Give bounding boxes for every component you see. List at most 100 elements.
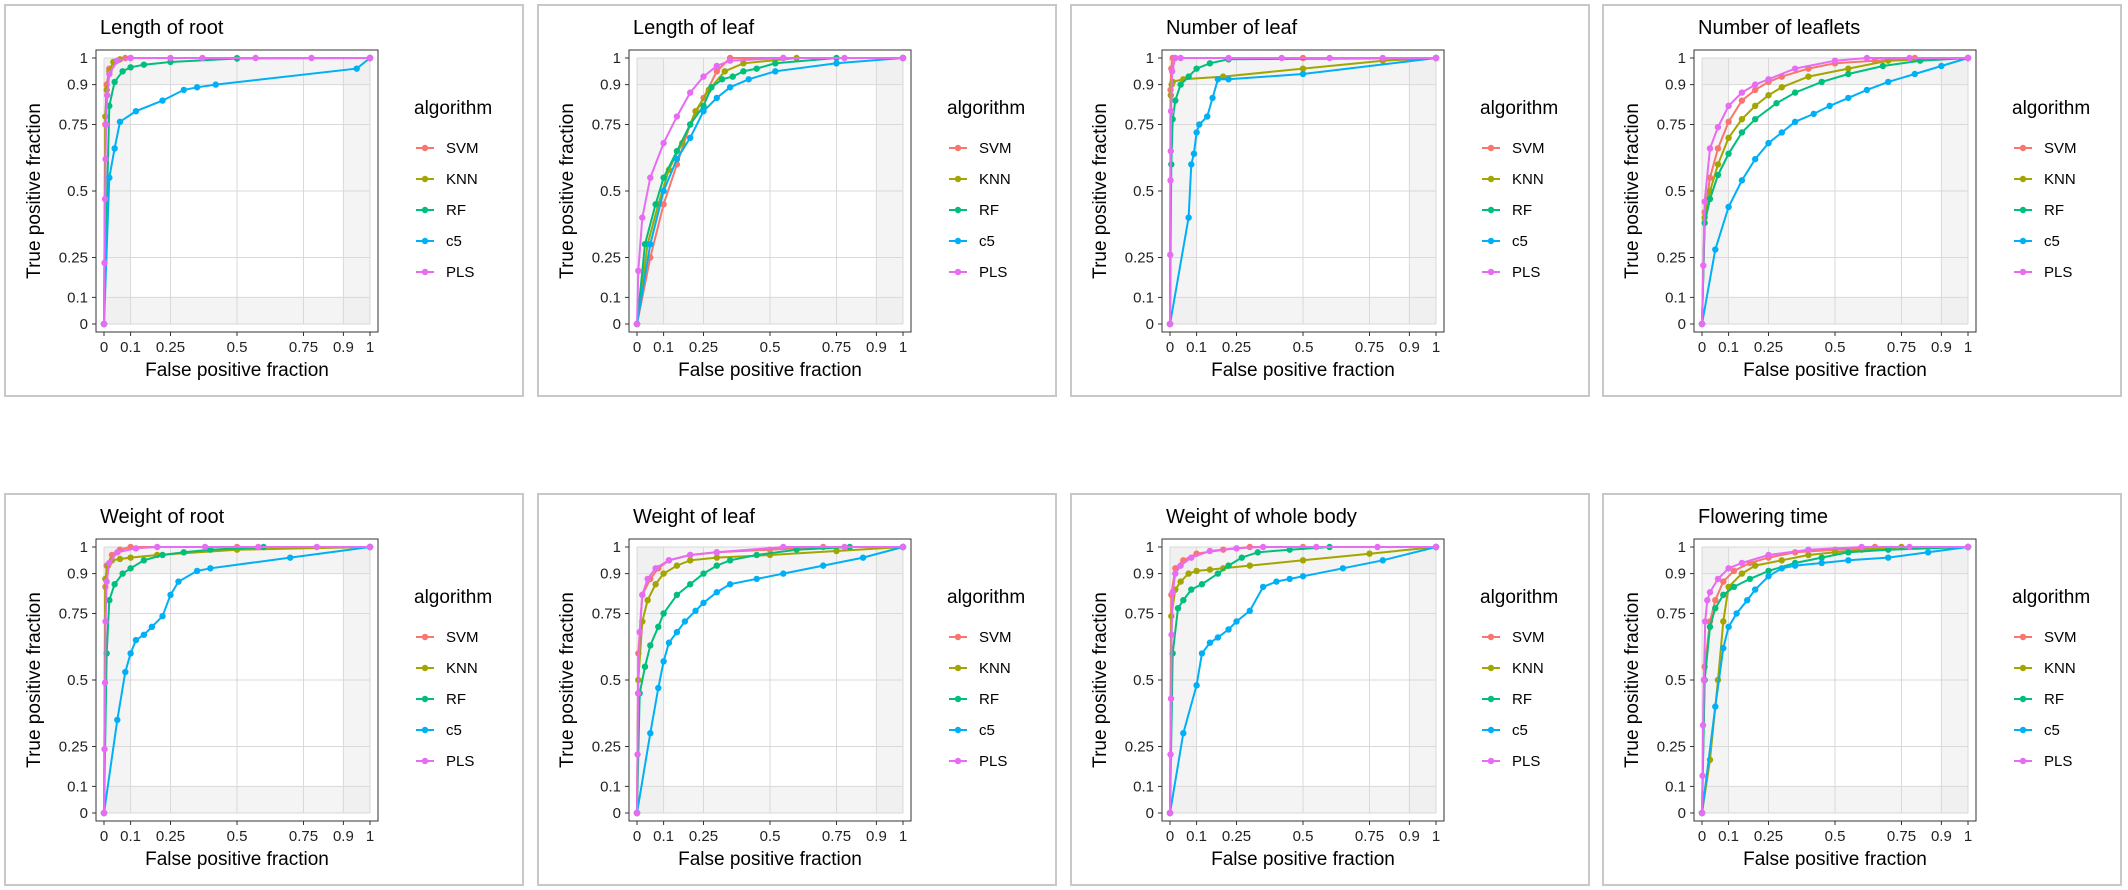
series-point-c5 <box>1214 634 1222 641</box>
series-line-pls <box>103 57 370 325</box>
legend-label-knn: KNN <box>446 660 478 677</box>
series-point-pls <box>1706 589 1714 596</box>
series-point-pls <box>1167 108 1175 115</box>
series-point-pls <box>899 54 907 62</box>
series-point-c5 <box>1273 578 1280 585</box>
series-point-knn <box>1752 102 1759 110</box>
series-point-knn <box>687 557 694 564</box>
x-tick-label: 0 <box>1698 828 1706 845</box>
series-point-c5 <box>1725 623 1732 630</box>
legend-key-point <box>421 664 429 672</box>
y-tick-label: 0.9 <box>1133 566 1154 583</box>
series-point-pls <box>199 54 206 62</box>
series-point-c5 <box>193 567 201 575</box>
legend-label-rf: RF <box>979 202 999 219</box>
y-tick-label: 0.75 <box>1657 117 1686 134</box>
series-point-c5 <box>1845 94 1852 102</box>
x-tick-label: 0.25 <box>1754 339 1783 356</box>
series-point-c5 <box>106 174 113 181</box>
series-point-c5 <box>1810 110 1817 118</box>
series-point-pls <box>103 92 111 99</box>
series-point-c5 <box>1299 573 1307 580</box>
x-tick-label: 0.5 <box>1293 828 1314 845</box>
series-point-c5 <box>1752 586 1759 593</box>
series-point-c5 <box>111 145 118 152</box>
y-axis-title: True positive fraction <box>24 103 45 279</box>
series-point-pls <box>1906 543 1913 551</box>
x-tick-label: 0 <box>633 828 641 845</box>
series-point-pls <box>127 54 134 62</box>
y-tick-label: 0.1 <box>67 289 88 306</box>
y-tick-label: 0.5 <box>1133 672 1154 689</box>
y-tick-label: 0.25 <box>592 739 621 756</box>
roc-chart-svg: Weight of root 0 0.1 0.25 0.5 0.75 0.9 1 0 0.1 0.2… <box>24 506 492 870</box>
series-point-c5 <box>1204 113 1211 120</box>
series-point-pls <box>313 543 320 551</box>
y-tick-label: 0.9 <box>600 566 621 583</box>
y-tick-label: 0 <box>1678 805 1686 822</box>
series-point-rf <box>1254 549 1261 556</box>
series-point-c5 <box>1938 62 1945 70</box>
roc-chart-svg: Flowering time 0 0.1 0.25 0.5 0.75 0.9 1 0 0.1 0.2… <box>1622 506 2090 870</box>
legend-key-point <box>1487 633 1495 641</box>
y-tick-label: 0.9 <box>1665 77 1686 94</box>
series-point-pls <box>780 543 787 551</box>
series-point-knn <box>1220 73 1227 80</box>
series-line-pls <box>1701 57 1968 325</box>
legend-key-point <box>954 237 962 245</box>
series-point-pls <box>1168 68 1176 75</box>
series-point-pls <box>1206 547 1214 555</box>
series-point-pls <box>1964 54 1972 62</box>
series-point-pls <box>1699 772 1706 779</box>
series-point-pls <box>1172 54 1179 62</box>
series-point-c5 <box>1778 565 1785 572</box>
x-tick-label: 0 <box>100 828 108 845</box>
y-tick-label: 0.75 <box>59 606 88 623</box>
legend-key-point <box>1487 695 1495 703</box>
legend-key-point <box>954 695 962 703</box>
x-tick-label: 0.5 <box>227 828 248 845</box>
series-point-rf <box>740 68 747 75</box>
legend-label-knn: KNN <box>2044 660 2076 677</box>
series-point-knn <box>1366 550 1373 557</box>
series-point-rf <box>106 597 113 604</box>
legend-key-point <box>2019 175 2027 183</box>
series-point-c5 <box>175 578 182 585</box>
y-tick-label: 0.5 <box>1665 183 1686 200</box>
series-point-pls <box>1858 543 1865 551</box>
legend-key-point <box>954 633 962 641</box>
x-tick-label: 0.1 <box>1718 828 1739 845</box>
legend-label-svm: SVM <box>2044 140 2077 157</box>
legend-key-point <box>421 695 429 703</box>
x-tick-label: 0.9 <box>866 828 887 845</box>
series-point-rf <box>1177 81 1184 88</box>
legend-label-pls: PLS <box>1512 753 1540 770</box>
legend-key-point <box>421 726 429 734</box>
series-line-c5 <box>636 546 904 814</box>
series-point-pls <box>1906 54 1913 62</box>
y-tick-label: 0.1 <box>600 778 621 795</box>
legend-label-knn: KNN <box>1512 660 1544 677</box>
series-point-pls <box>1738 559 1746 567</box>
y-axis-title: True positive fraction <box>1622 592 1643 768</box>
x-tick-label: 0 <box>1166 828 1174 845</box>
chart-title: Number of leaflets <box>1698 17 1860 39</box>
legend-key-point <box>2019 206 2027 214</box>
legend-title: algorithm <box>2012 587 2090 608</box>
series-point-c5 <box>159 612 166 620</box>
legend-label-knn: KNN <box>979 660 1011 677</box>
series-point-pls <box>687 89 694 96</box>
legend-label-c5: c5 <box>1512 722 1528 739</box>
series-point-svm <box>1730 567 1738 575</box>
legend-title: algorithm <box>1480 587 1558 608</box>
x-tick-label: 1 <box>1964 339 1972 356</box>
series-point-rf <box>1193 65 1200 72</box>
chart-title: Weight of leaf <box>633 506 755 528</box>
y-tick-label: 1 <box>1678 50 1686 67</box>
legend-label-c5: c5 <box>2044 722 2060 739</box>
legend-title: algorithm <box>2012 98 2090 119</box>
series-point-rf <box>1180 597 1187 604</box>
series-point-rf <box>159 551 166 559</box>
series-point-rf <box>127 64 134 71</box>
series-point-rf <box>713 562 720 569</box>
